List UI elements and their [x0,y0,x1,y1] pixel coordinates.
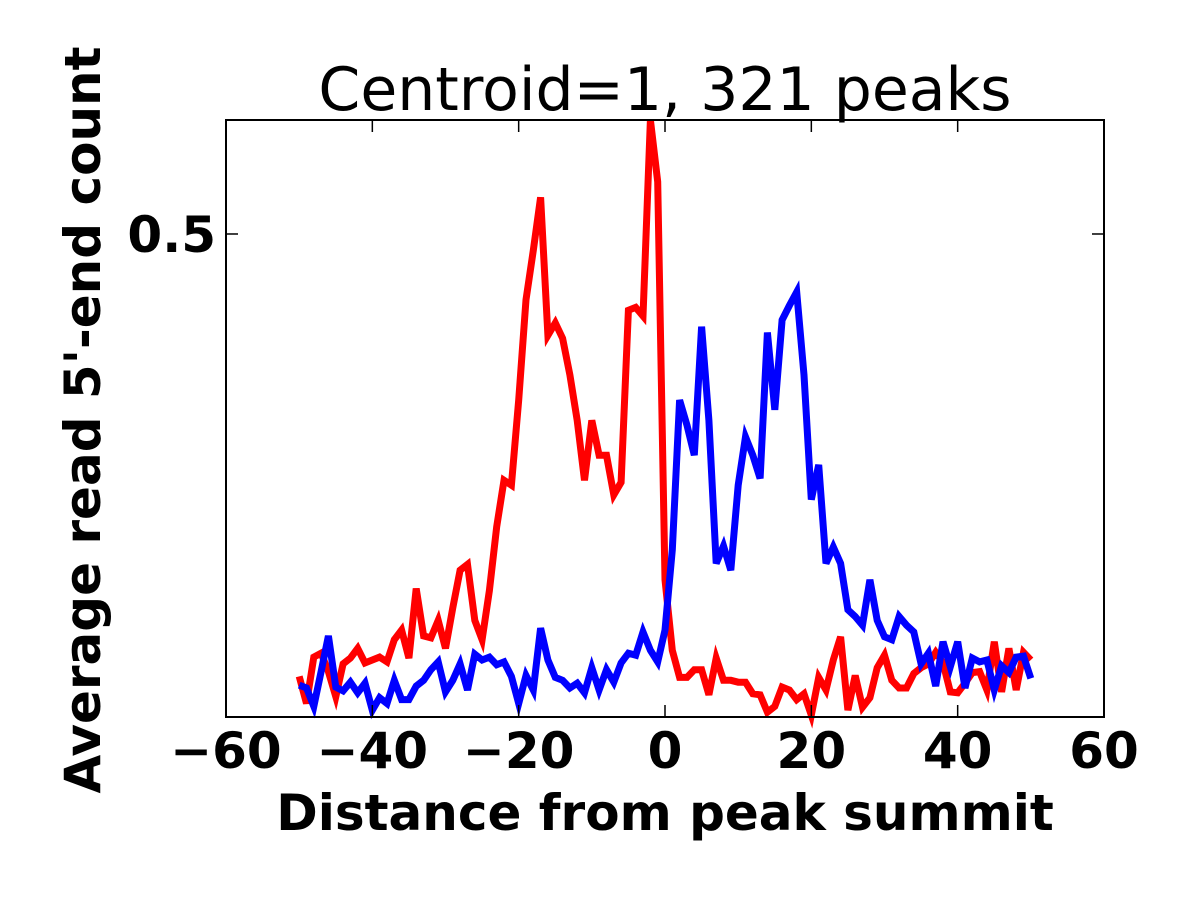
x-tick-label: −40 [317,722,428,780]
x-tick-label: −60 [170,722,281,780]
series-layer [295,119,1035,729]
y-tick-label: 0.5 [127,206,216,264]
y-axis-label: Average read 5'-end count [54,46,112,793]
series-line-1 [295,119,1034,729]
x-tick-label: −20 [463,722,574,780]
series-line-2 [297,280,1035,720]
x-tick-label: 60 [1069,722,1139,780]
x-tick-label: 0 [648,722,683,780]
x-axis-label: Distance from peak summit [276,784,1054,842]
x-tick-label: 20 [777,722,847,780]
x-tick-label: 40 [923,722,993,780]
tick-layer: −60 −40 −20 0 20 40 60 0.5 [127,120,1139,780]
chart-title: Centroid=1, 321 peaks [318,55,1011,125]
